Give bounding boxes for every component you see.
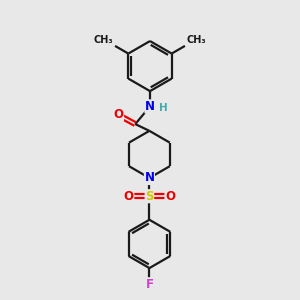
Text: CH₃: CH₃ bbox=[186, 35, 206, 45]
Text: H: H bbox=[159, 103, 168, 112]
Text: O: O bbox=[124, 190, 134, 203]
Text: F: F bbox=[146, 278, 153, 291]
Text: S: S bbox=[145, 190, 154, 203]
Text: O: O bbox=[165, 190, 175, 203]
Text: CH₃: CH₃ bbox=[94, 35, 114, 45]
Text: N: N bbox=[144, 172, 154, 184]
Text: N: N bbox=[145, 100, 155, 113]
Text: O: O bbox=[113, 108, 124, 121]
